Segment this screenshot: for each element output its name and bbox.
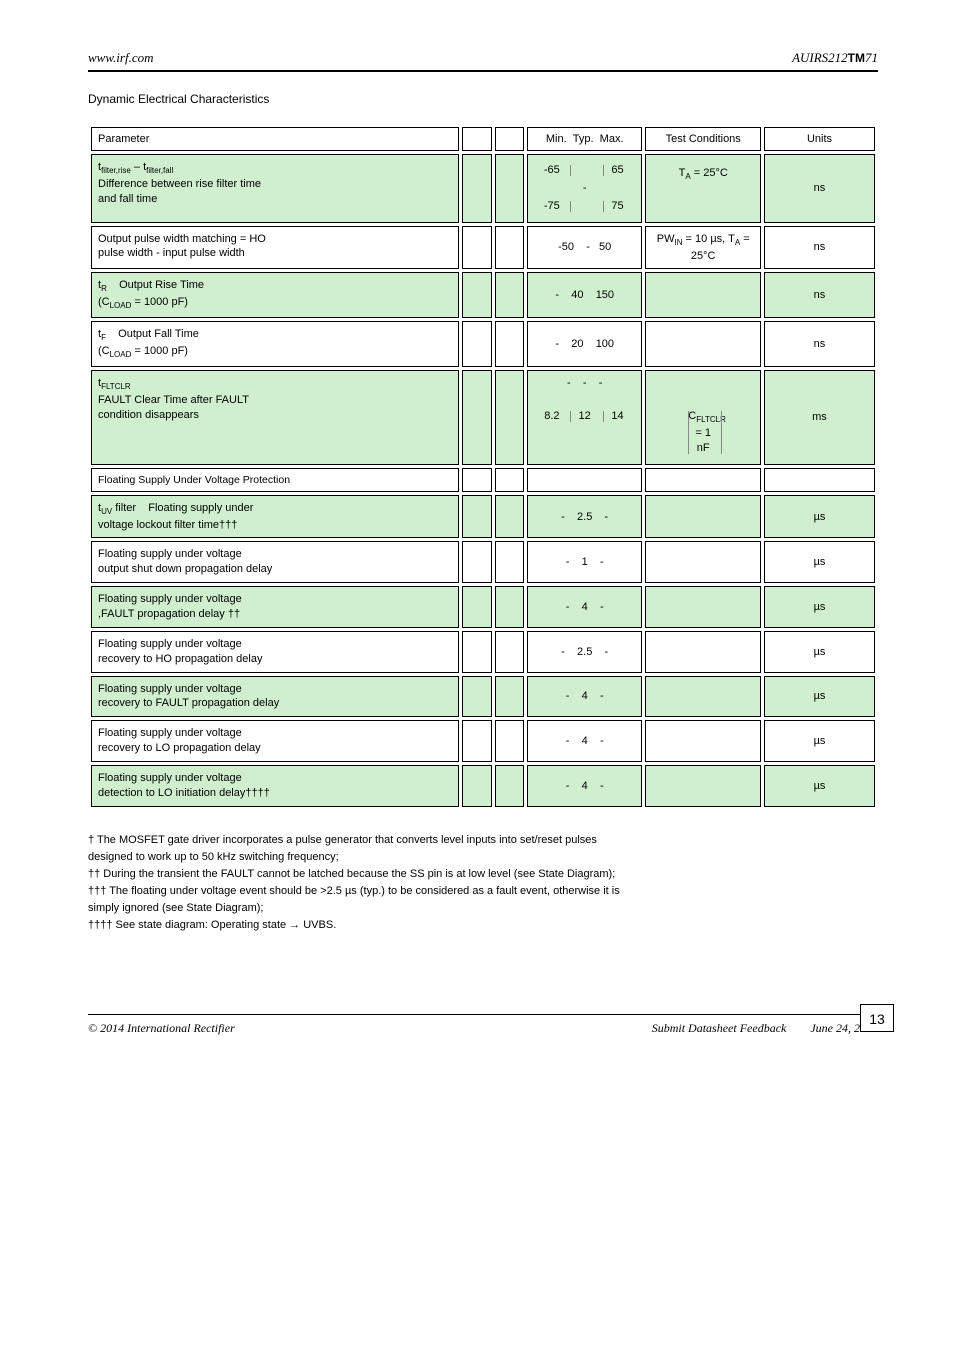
table-row: tfilter,rise – tfilter,fallDifference be… (91, 154, 875, 223)
table-row: tR Output Rise Time(CLOAD = 1000 pF) - 4… (91, 272, 875, 318)
col-blank1 (462, 127, 491, 151)
col-minmax: Min. Typ. Max. (527, 127, 643, 151)
col-blank2 (495, 127, 524, 151)
col-units: Units (764, 127, 875, 151)
table-row: tFLTCLRFAULT Clear Time after FAULTcondi… (91, 370, 875, 464)
footer-rule (88, 1014, 878, 1015)
table-header-row: Parameter Min. Typ. Max. Test Conditions… (91, 127, 875, 151)
footnote-line: designed to work up to 50 kHz switching … (88, 849, 878, 866)
col-parameter: Parameter (91, 127, 459, 151)
footnote-line: †††† See state diagram: Operating state … (88, 917, 878, 934)
footer-center: Submit Datasheet Feedback June 24, 2014 (652, 1021, 878, 1036)
footnotes: † The MOSFET gate driver incorporates a … (88, 832, 878, 934)
footnote-line: † The MOSFET gate driver incorporates a … (88, 832, 878, 849)
header-right: AUIRS212TM71 (792, 50, 878, 66)
table-section-row: Floating Supply Under Voltage Protection (91, 468, 875, 492)
table-row: Floating supply under voltagedetection t… (91, 765, 875, 807)
footer-left: © 2014 International Rectifier (88, 1021, 235, 1036)
table-row: tUV filter Floating supply undervoltage … (91, 495, 875, 539)
header-left: www.irf.com (88, 50, 154, 66)
table-row: Floating supply under voltagerecovery to… (91, 720, 875, 762)
table-row: Floating supply under voltagerecovery to… (91, 631, 875, 673)
table-row: Output pulse width matching = HOpulse wi… (91, 226, 875, 270)
col-conditions: Test Conditions (645, 127, 761, 151)
footnote-line: simply ignored (see State Diagram); (88, 900, 878, 917)
table-row: Floating supply under voltage,FAULT prop… (91, 586, 875, 628)
table-row: Floating supply under voltageoutput shut… (91, 541, 875, 583)
footnote-line: ††† The floating under voltage event sho… (88, 883, 878, 900)
table-row: Floating supply under voltagerecovery to… (91, 676, 875, 718)
footnote-line: †† During the transient the FAULT cannot… (88, 866, 878, 883)
table-title: Dynamic Electrical Characteristics (88, 92, 878, 106)
table-row: tF Output Fall Time(CLOAD = 1000 pF) - 2… (91, 321, 875, 367)
header-rule (88, 70, 878, 72)
spec-table: Parameter Min. Typ. Max. Test Conditions… (88, 124, 878, 810)
footer: © 2014 International Rectifier Submit Da… (88, 1021, 878, 1036)
page-number: 13 (860, 1004, 894, 1032)
